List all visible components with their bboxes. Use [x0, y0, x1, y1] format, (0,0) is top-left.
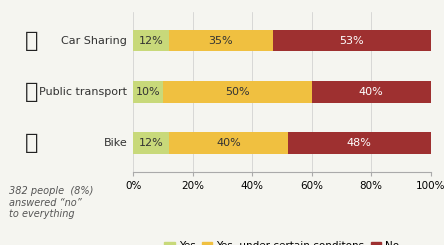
Text: 10%: 10% [136, 87, 160, 97]
Text: Public transport: Public transport [39, 87, 127, 97]
Bar [273, 30, 431, 51]
Text: 12%: 12% [139, 138, 163, 148]
Text: 🚲: 🚲 [24, 133, 38, 153]
Text: Car Sharing: Car Sharing [61, 36, 127, 46]
Text: 50%: 50% [225, 87, 250, 97]
Text: 35%: 35% [209, 36, 233, 46]
Text: 40%: 40% [216, 138, 241, 148]
Bar [133, 133, 169, 154]
Bar [288, 133, 431, 154]
Text: Bike: Bike [103, 138, 127, 148]
Bar [133, 30, 169, 51]
Bar [169, 30, 273, 51]
Text: 🚋: 🚋 [24, 82, 38, 102]
Bar [163, 81, 312, 103]
Legend: Yes, Yes, under certain conditons, No: Yes, Yes, under certain conditons, No [160, 237, 404, 245]
Text: 48%: 48% [347, 138, 372, 148]
Text: 40%: 40% [359, 87, 384, 97]
Text: 🚗: 🚗 [24, 31, 38, 50]
Text: 12%: 12% [139, 36, 163, 46]
Bar [312, 81, 431, 103]
Text: 53%: 53% [340, 36, 364, 46]
Bar [169, 133, 288, 154]
Text: 382 people  (8%)
answered “no”
to everything: 382 people (8%) answered “no” to everyth… [9, 186, 93, 220]
Bar [133, 81, 163, 103]
